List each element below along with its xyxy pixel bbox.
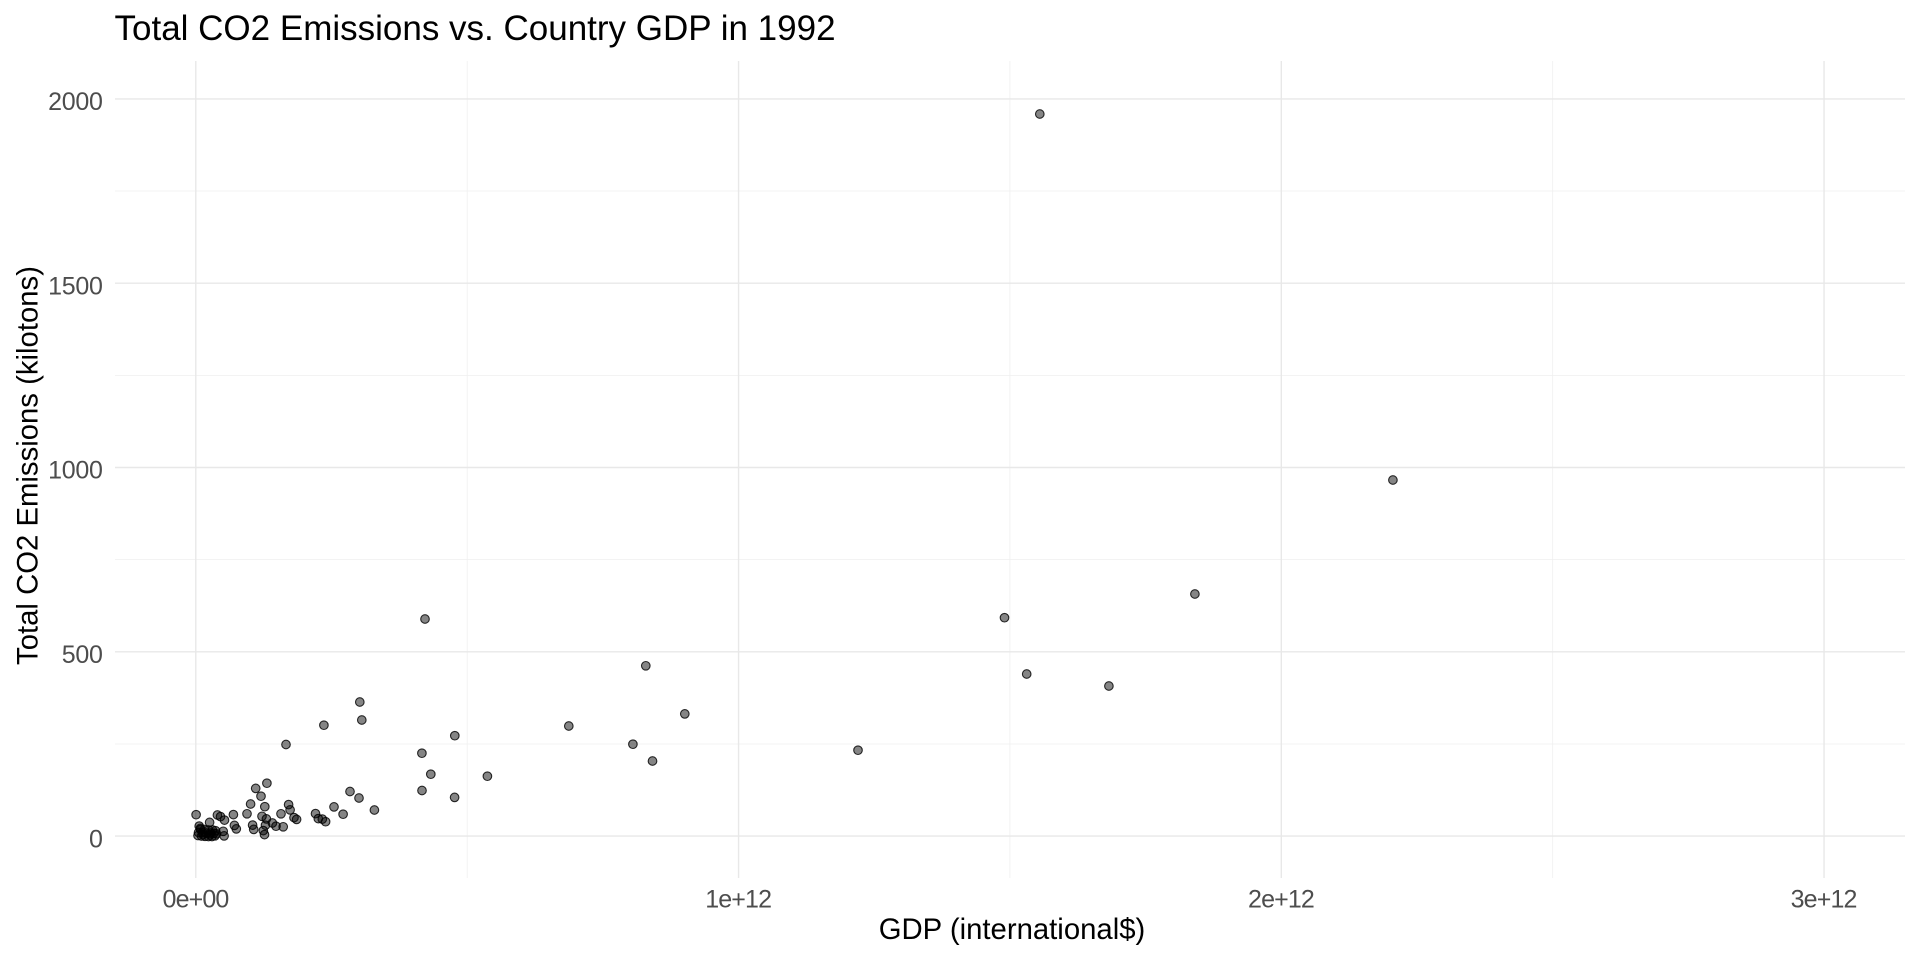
svg-text:1e+12: 1e+12 [705, 886, 771, 914]
svg-text:0e+00: 0e+00 [163, 886, 229, 914]
svg-text:Total CO2 Emissions (kilotons): Total CO2 Emissions (kilotons) [12, 266, 45, 665]
svg-text:2e+12: 2e+12 [1248, 886, 1314, 914]
svg-text:1000: 1000 [48, 457, 102, 485]
svg-text:Total CO2 Emissions vs. Countr: Total CO2 Emissions vs. Country GDP in 1… [115, 9, 836, 48]
svg-text:1500: 1500 [48, 272, 102, 300]
svg-text:0: 0 [89, 825, 103, 853]
svg-text:2000: 2000 [48, 88, 102, 116]
svg-text:GDP (international$): GDP (international$) [879, 913, 1146, 946]
svg-text:500: 500 [62, 641, 103, 669]
svg-text:3e+12: 3e+12 [1791, 886, 1857, 914]
